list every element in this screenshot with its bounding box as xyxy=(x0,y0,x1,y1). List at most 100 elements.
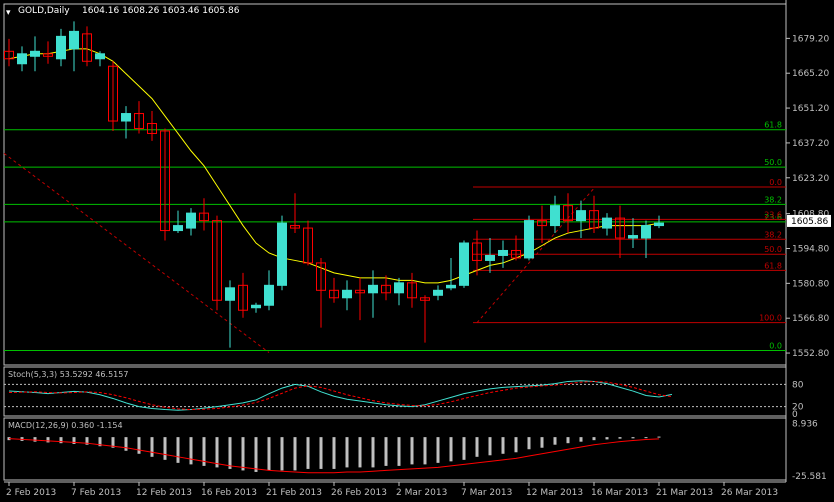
fib-label: 100.0 xyxy=(759,314,782,323)
stoch-level-label: 0 xyxy=(792,410,798,420)
x-tick-label: 16 Mar 2013 xyxy=(591,488,648,498)
candle-body xyxy=(4,50,14,60)
candle-body xyxy=(121,113,131,122)
candle-body xyxy=(186,212,196,229)
fib-label: 61.8 xyxy=(764,261,782,270)
candle-body xyxy=(277,222,287,286)
macd-bar xyxy=(631,437,635,439)
candle-body xyxy=(420,297,430,301)
macd-bar xyxy=(449,437,453,462)
fib-label: 0.0 xyxy=(769,342,782,351)
moving-average-line xyxy=(8,48,660,284)
macd-bar xyxy=(111,437,115,448)
candle-body xyxy=(407,282,417,299)
macd-bar xyxy=(345,437,349,468)
price-tick-label: 1665.20 xyxy=(792,69,829,79)
candle-body xyxy=(485,254,495,261)
macd-bar xyxy=(163,437,167,460)
macd-bar xyxy=(46,437,50,443)
macd-bar xyxy=(358,437,362,468)
x-tick-label: 7 Mar 2013 xyxy=(461,488,512,498)
stoch-level-label: 80 xyxy=(792,380,804,390)
candle-body xyxy=(95,53,105,60)
candle-body xyxy=(602,217,612,229)
price-tick-label: 1594.80 xyxy=(792,244,829,254)
candle-body xyxy=(290,225,300,229)
macd-bar xyxy=(436,437,440,463)
macd-bar xyxy=(540,437,544,448)
macd-bar xyxy=(566,437,570,444)
candle-body xyxy=(355,289,365,294)
candle-body xyxy=(30,50,40,57)
chart-title-arrow[interactable]: ▾ xyxy=(6,8,11,18)
price-tick-label: 1623.20 xyxy=(792,174,829,184)
macd-bar xyxy=(319,437,323,469)
macd-bar xyxy=(475,437,479,457)
candle-body xyxy=(303,227,313,264)
macd-bar xyxy=(215,437,219,468)
candle-body xyxy=(576,210,586,222)
macd-bar xyxy=(189,437,193,465)
macd-bar xyxy=(605,437,609,440)
candle-body xyxy=(212,220,222,301)
candle-body xyxy=(17,53,27,65)
macd-tick-label: -25.581 xyxy=(792,472,827,482)
macd-bar xyxy=(150,437,154,457)
trend-line-down xyxy=(3,152,270,353)
candle-body xyxy=(498,249,508,256)
candle-body xyxy=(199,212,209,222)
candle-body xyxy=(381,284,391,294)
fib-label: 50.0 xyxy=(764,245,782,254)
stoch-level-label: 20 xyxy=(792,403,804,413)
stoch-signal-line xyxy=(8,380,673,411)
candle-body xyxy=(329,289,339,299)
candle-body xyxy=(446,284,456,289)
fib-label: 23.6 xyxy=(764,213,782,222)
candle-body xyxy=(537,220,547,227)
candle-body xyxy=(342,289,352,299)
current-price-box xyxy=(787,214,831,227)
macd-bar xyxy=(423,437,427,465)
candle-body xyxy=(615,217,625,239)
candle-body xyxy=(108,65,118,122)
candle-body xyxy=(238,284,248,311)
macd-bar xyxy=(618,437,622,439)
macd-bar xyxy=(176,437,180,463)
candle-body xyxy=(225,287,235,301)
macd-bar xyxy=(462,437,466,460)
macd-bar xyxy=(592,437,596,441)
macd-bar xyxy=(254,437,258,472)
x-tick-label: 2 Mar 2013 xyxy=(396,488,447,498)
macd-bar xyxy=(72,437,76,444)
candle-body xyxy=(264,284,274,306)
macd-bar xyxy=(579,437,583,442)
macd-signal-line xyxy=(8,438,660,474)
candle-body xyxy=(251,304,261,309)
fib-label: 50.0 xyxy=(764,158,782,167)
macd-bar xyxy=(332,437,336,469)
macd-bar xyxy=(124,437,128,451)
macd-bar xyxy=(488,437,492,456)
candle-body xyxy=(316,262,326,291)
price-tick-label: 1651.20 xyxy=(792,104,829,114)
fib-label: 61.8 xyxy=(764,121,782,130)
current-price-label: 1605.86 xyxy=(791,217,828,227)
candle-body xyxy=(550,205,560,227)
stochastic-label: Stoch(5,3,3) 53.5292 46.5157 xyxy=(8,370,128,379)
x-tick-label: 21 Mar 2013 xyxy=(656,488,713,498)
macd-bar xyxy=(293,437,297,471)
candle-body xyxy=(394,282,404,294)
candle-body xyxy=(563,205,573,222)
macd-bar xyxy=(371,437,375,468)
macd-bar xyxy=(527,437,531,450)
fib-label: 38.2 xyxy=(764,195,782,204)
price-panel xyxy=(3,3,787,366)
macd-bar xyxy=(137,437,141,454)
candle-body xyxy=(511,249,521,259)
candle-body xyxy=(43,53,53,57)
candle-body xyxy=(433,289,443,296)
macd-bar xyxy=(410,437,414,465)
candle-body xyxy=(56,35,66,60)
candle-body xyxy=(459,242,469,286)
